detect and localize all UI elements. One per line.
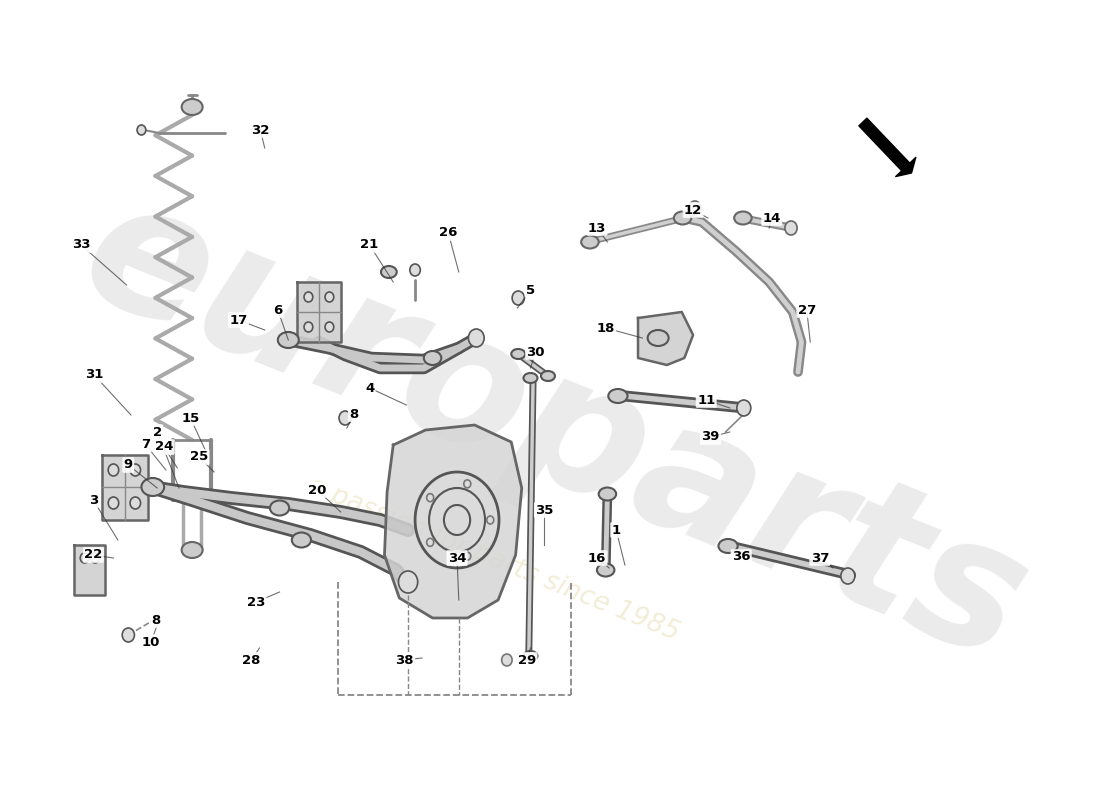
Ellipse shape [424,351,441,365]
Ellipse shape [292,533,311,547]
Text: 9: 9 [124,458,133,471]
Circle shape [90,553,99,563]
Text: 25: 25 [190,450,208,463]
Circle shape [122,628,134,642]
Text: 24: 24 [155,441,174,454]
Text: 29: 29 [518,654,536,666]
Ellipse shape [674,211,692,225]
Text: 8: 8 [350,407,359,421]
Text: 31: 31 [85,369,103,382]
Circle shape [410,264,420,276]
Text: 34: 34 [448,551,466,565]
Ellipse shape [182,542,202,558]
Text: 16: 16 [587,551,606,565]
Text: europarts: europarts [59,162,1050,698]
Text: 21: 21 [361,238,378,251]
Text: 17: 17 [230,314,248,326]
Text: 33: 33 [72,238,90,251]
Text: 22: 22 [85,549,102,562]
Polygon shape [102,455,148,520]
Text: 11: 11 [697,394,715,406]
Ellipse shape [524,373,538,383]
Text: a passion for parts since 1985: a passion for parts since 1985 [305,474,683,646]
Ellipse shape [512,349,525,359]
Circle shape [108,497,119,509]
Ellipse shape [597,563,615,577]
Ellipse shape [598,487,616,501]
Text: 8: 8 [152,614,161,626]
Circle shape [427,538,433,546]
Circle shape [130,464,141,476]
Polygon shape [297,282,341,342]
Ellipse shape [718,539,738,553]
Circle shape [469,329,484,347]
Text: 18: 18 [596,322,615,334]
Circle shape [689,201,701,215]
Text: 32: 32 [251,123,270,137]
Text: 27: 27 [798,303,816,317]
Text: 36: 36 [732,550,750,563]
Circle shape [513,291,525,305]
Text: 15: 15 [182,411,199,425]
Text: 5: 5 [526,283,535,297]
Text: 14: 14 [762,211,781,225]
Text: 26: 26 [439,226,458,239]
Polygon shape [385,425,521,618]
Circle shape [487,516,494,524]
Circle shape [502,654,513,666]
Ellipse shape [278,332,299,348]
Polygon shape [74,545,104,595]
Text: 1: 1 [612,523,620,537]
Text: 20: 20 [308,483,327,497]
Circle shape [737,400,751,416]
Circle shape [339,411,351,425]
Ellipse shape [734,211,751,225]
Text: 7: 7 [141,438,151,451]
Ellipse shape [142,478,164,496]
Ellipse shape [648,330,669,346]
Ellipse shape [608,389,627,403]
Text: 3: 3 [89,494,98,506]
Text: 10: 10 [142,635,161,649]
Text: 37: 37 [811,551,829,565]
Circle shape [304,322,312,332]
Text: 35: 35 [536,503,553,517]
Circle shape [464,480,471,488]
Circle shape [840,568,855,584]
Ellipse shape [524,651,538,661]
Circle shape [464,552,471,560]
Circle shape [324,292,333,302]
Circle shape [130,497,141,509]
Text: 28: 28 [242,654,261,666]
Ellipse shape [182,99,202,115]
Circle shape [785,221,798,235]
Text: 2: 2 [153,426,162,438]
Text: 30: 30 [527,346,544,358]
Ellipse shape [541,371,556,381]
Circle shape [427,494,433,502]
Text: 6: 6 [273,303,283,317]
Circle shape [138,125,146,135]
Circle shape [398,571,418,593]
Text: 39: 39 [702,430,719,443]
Text: 4: 4 [365,382,374,394]
Text: 38: 38 [395,654,414,666]
Polygon shape [638,312,693,365]
Circle shape [80,553,89,563]
Text: 13: 13 [587,222,606,234]
Circle shape [108,464,119,476]
Text: 12: 12 [684,203,702,217]
Ellipse shape [381,266,397,278]
Ellipse shape [581,235,598,249]
Circle shape [304,292,312,302]
Text: 23: 23 [246,595,265,609]
Ellipse shape [270,501,289,515]
Circle shape [324,322,333,332]
